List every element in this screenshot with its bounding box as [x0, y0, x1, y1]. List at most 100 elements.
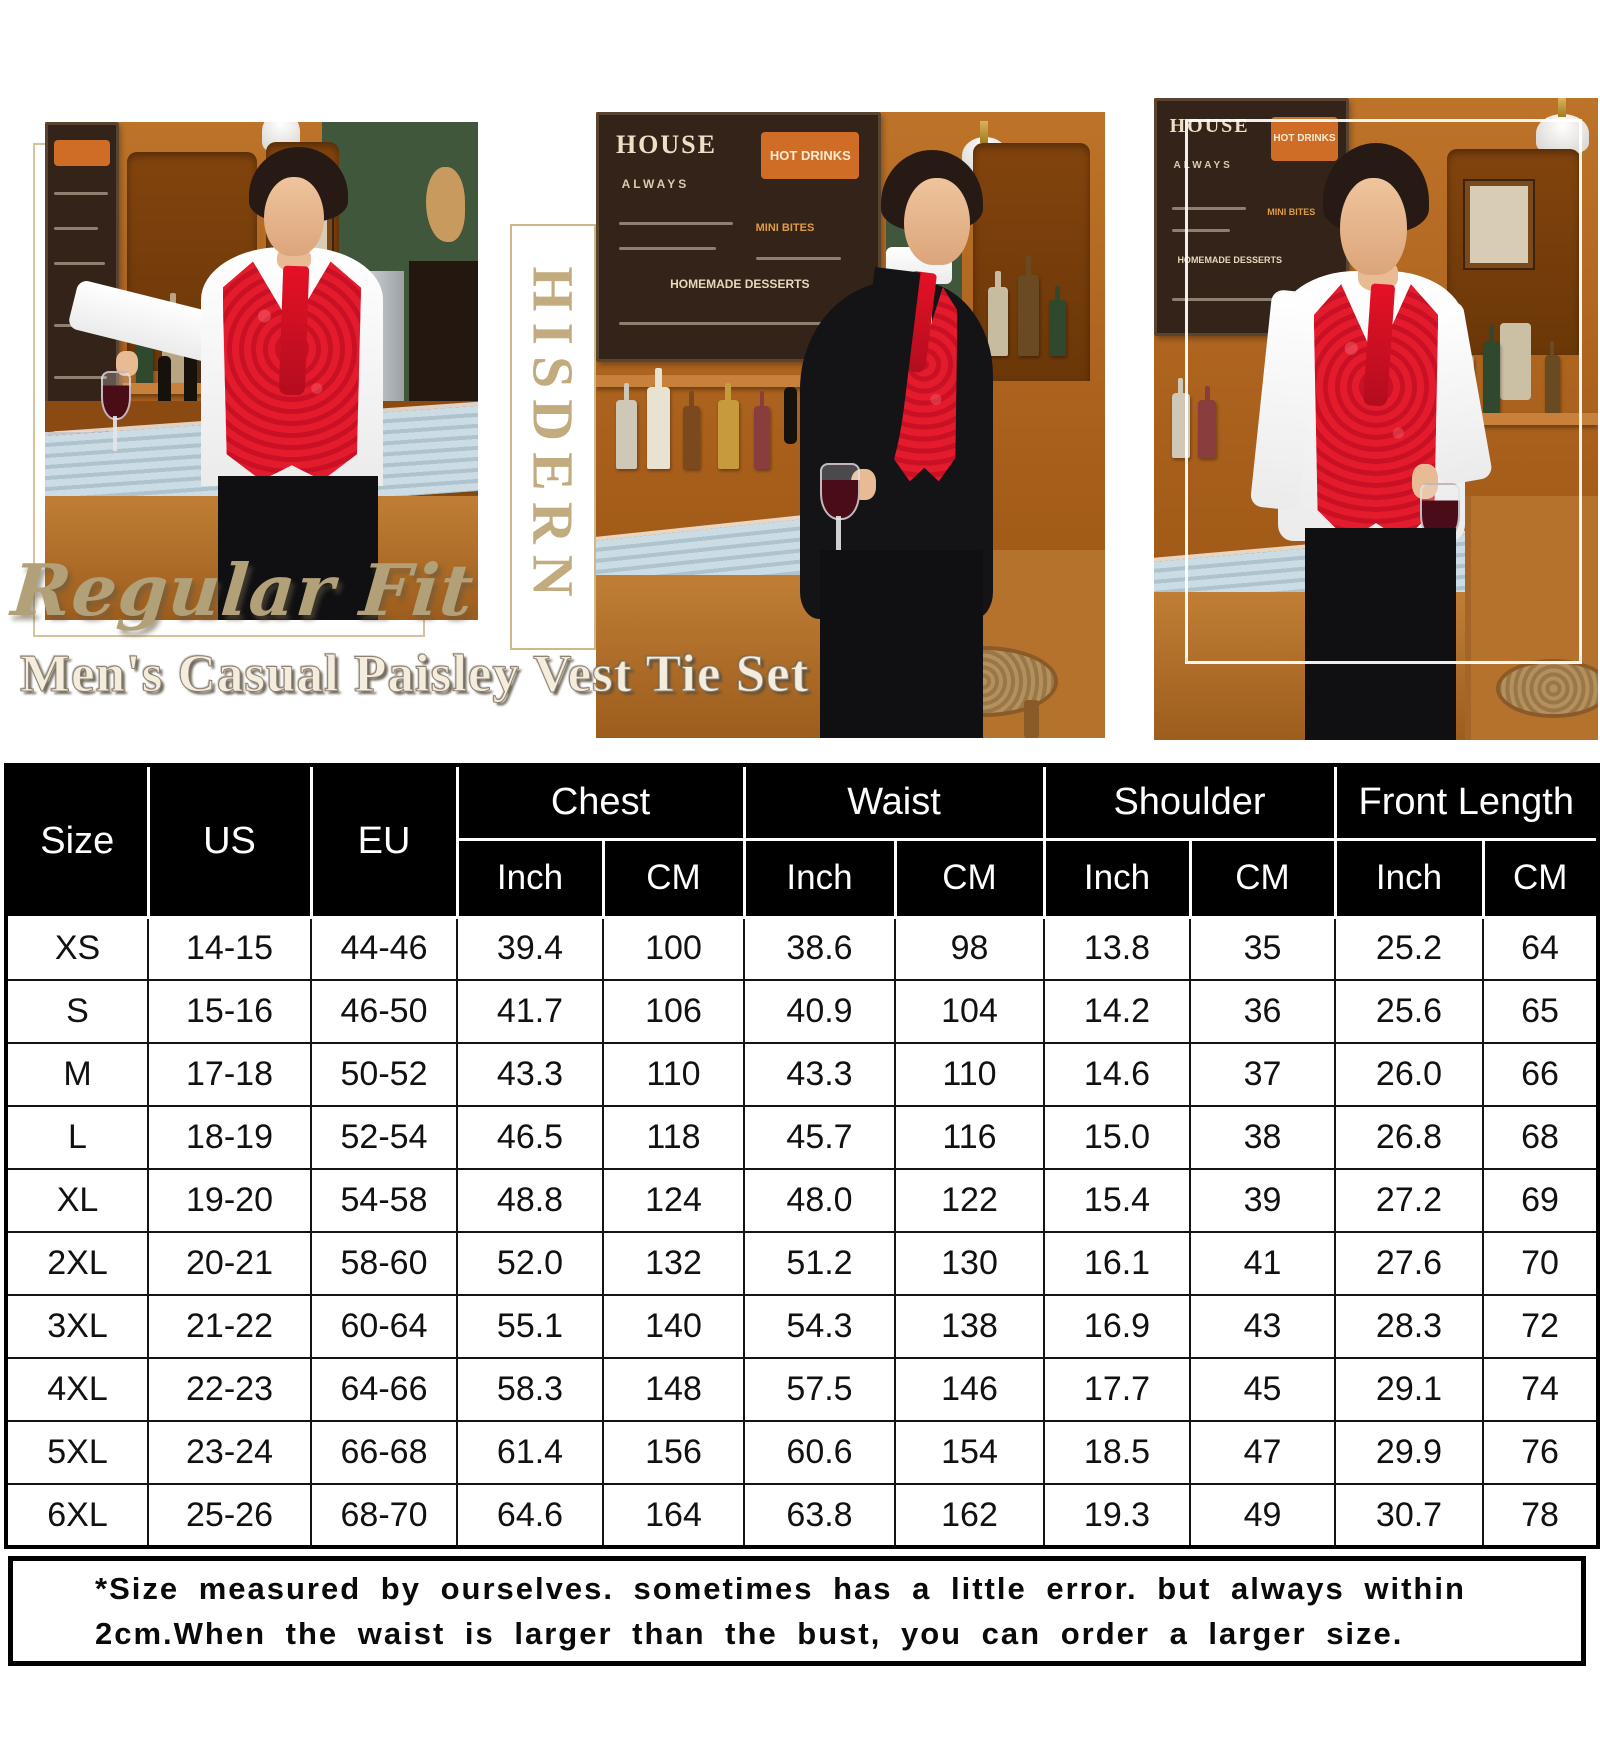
measurement-cell: 22-23 [147, 1357, 312, 1422]
measurement-cell: 14-15 [147, 916, 312, 981]
size-chart-row: 5XL 23-24 66-68 61.4 156 60.6 154 18.5 47 29.9 76 [5, 1420, 1600, 1485]
photo-model-leaning: HOUSE ALWAYS HOT DRINKS MINI BITES HOMEM… [1154, 98, 1598, 740]
measurement-cell: 26.0 [1334, 1042, 1484, 1107]
bottle [1049, 286, 1067, 357]
measurement-cell: 57.5 [743, 1357, 896, 1422]
col-header-eu: EU [309, 763, 459, 919]
measurement-cell: 110 [894, 1042, 1045, 1107]
size-cell: L [5, 1105, 149, 1170]
measurement-cell: 13.8 [1043, 916, 1191, 981]
size-cell: 6XL [5, 1483, 149, 1548]
brand-box: HISDERN [510, 224, 596, 650]
measurement-cell: 29.1 [1334, 1357, 1484, 1422]
bottle [1018, 255, 1039, 357]
board-dessert: HOMEMADE DESSERTS [670, 277, 810, 292]
measurement-cell: 130 [894, 1231, 1045, 1296]
measurement-cell: 15-16 [147, 979, 312, 1044]
measurement-cell: 54-58 [310, 1168, 458, 1233]
note-line-1: *Size measured by ourselves. sometimes h… [95, 1571, 1466, 1606]
measurement-cell: 36 [1189, 979, 1336, 1044]
measurement-cell: 41 [1189, 1231, 1336, 1296]
measurement-cell: 72 [1481, 1294, 1600, 1359]
measurement-cell: 39 [1189, 1168, 1336, 1233]
measurement-cell: 25.2 [1334, 916, 1484, 981]
bar-scene: HOUSE ALWAYS HOT DRINKS MINI BITES HOMEM… [596, 112, 1105, 738]
unit-header-cm: CM [601, 837, 746, 919]
wine-glass [101, 371, 132, 420]
bar-scene [45, 122, 478, 620]
bottle [616, 383, 637, 469]
chalk-line [618, 322, 836, 326]
photo3-inner-frame [1185, 119, 1582, 665]
measurement-cell: 69 [1481, 1168, 1600, 1233]
measurement-cell: 64.6 [456, 1483, 604, 1548]
measurement-cell: 35 [1189, 916, 1336, 981]
wine-glass [819, 462, 860, 520]
chalk-line [755, 257, 842, 261]
size-chart-row: 2XL 20-21 58-60 52.0 132 51.2 130 16.1 41 27.6 70 [5, 1231, 1600, 1296]
size-chart-table: Size US EU Chest Waist Shoulder Front Le… [4, 763, 1600, 1549]
measurement-cell: 37 [1189, 1042, 1336, 1107]
measurement-cell: 43.3 [743, 1042, 896, 1107]
size-chart-row: M 17-18 50-52 43.3 110 43.3 110 14.6 37 26.0 66 [5, 1042, 1600, 1107]
measurement-cell: 48.0 [743, 1168, 896, 1233]
measurement-cell: 110 [602, 1042, 745, 1107]
wine-glass-stem [836, 515, 842, 554]
board-bites: MINI BITES [755, 222, 815, 235]
chalk-line [1171, 228, 1231, 232]
deer-mount [426, 166, 465, 242]
model-face [263, 176, 325, 257]
measurement-cell: 132 [602, 1231, 745, 1296]
size-cell: XL [5, 1168, 149, 1233]
measurement-cell: 60-64 [310, 1294, 458, 1359]
measurement-cell: 106 [602, 979, 745, 1044]
col-group-front-length: Front Length [1333, 763, 1600, 841]
measurement-cell: 19.3 [1043, 1483, 1191, 1548]
measurement-cell: 46.5 [456, 1105, 604, 1170]
measurement-cell: 20-21 [147, 1231, 312, 1296]
measurement-cell: 18.5 [1043, 1420, 1191, 1485]
measurement-cell: 15.0 [1043, 1105, 1191, 1170]
chalk-line [618, 247, 716, 251]
fit-label: Regular Fit [8, 548, 478, 632]
bottle [646, 367, 670, 469]
measurement-cell: 60.6 [743, 1420, 896, 1485]
col-header-us: US [146, 763, 313, 919]
bottle [1544, 340, 1560, 413]
bottle [1171, 377, 1190, 458]
measurement-cell: 76 [1481, 1420, 1600, 1485]
size-cell: XS [5, 916, 149, 981]
size-note-box: *Size measured by ourselves. sometimes h… [8, 1556, 1586, 1666]
size-chart-row: L 18-19 52-54 46.5 118 45.7 116 15.0 38 26.8 68 [5, 1105, 1600, 1170]
measurement-cell: 70 [1481, 1231, 1600, 1296]
measurement-cell: 58-60 [310, 1231, 458, 1296]
measurement-cell: 52.0 [456, 1231, 604, 1296]
size-cell: 3XL [5, 1294, 149, 1359]
measurement-cell: 74 [1481, 1357, 1600, 1422]
chalk-line [53, 192, 109, 196]
bottle [1482, 325, 1501, 413]
measurement-cell: 58.3 [456, 1357, 604, 1422]
size-cell: M [5, 1042, 149, 1107]
measurement-cell: 52-54 [310, 1105, 458, 1170]
measurement-cell: 19-20 [147, 1168, 312, 1233]
measurement-cell: 54.3 [743, 1294, 896, 1359]
board-tagline: ALWAYS [621, 177, 690, 192]
brand-vertical-text: HISDERN [520, 266, 586, 608]
measurement-cell: 50-52 [310, 1042, 458, 1107]
bottle [987, 270, 1009, 357]
beer-tap [183, 351, 197, 411]
measurement-cell: 68 [1481, 1105, 1600, 1170]
measurement-cell: 41.7 [456, 979, 604, 1044]
black-pants [819, 550, 983, 738]
board-dessert: HOMEMADE DESSERTS [1177, 254, 1282, 265]
stool-leg [1023, 700, 1039, 738]
bottle [718, 383, 739, 469]
measurement-cell: 116 [894, 1105, 1045, 1170]
wine-glass-stem [112, 415, 117, 451]
beer-tap [157, 356, 171, 411]
model-face [903, 177, 971, 266]
board-chip: HOT DRINKS [761, 132, 860, 179]
measurement-cell: 63.8 [743, 1483, 896, 1548]
unit-header-inch: Inch [455, 837, 605, 919]
